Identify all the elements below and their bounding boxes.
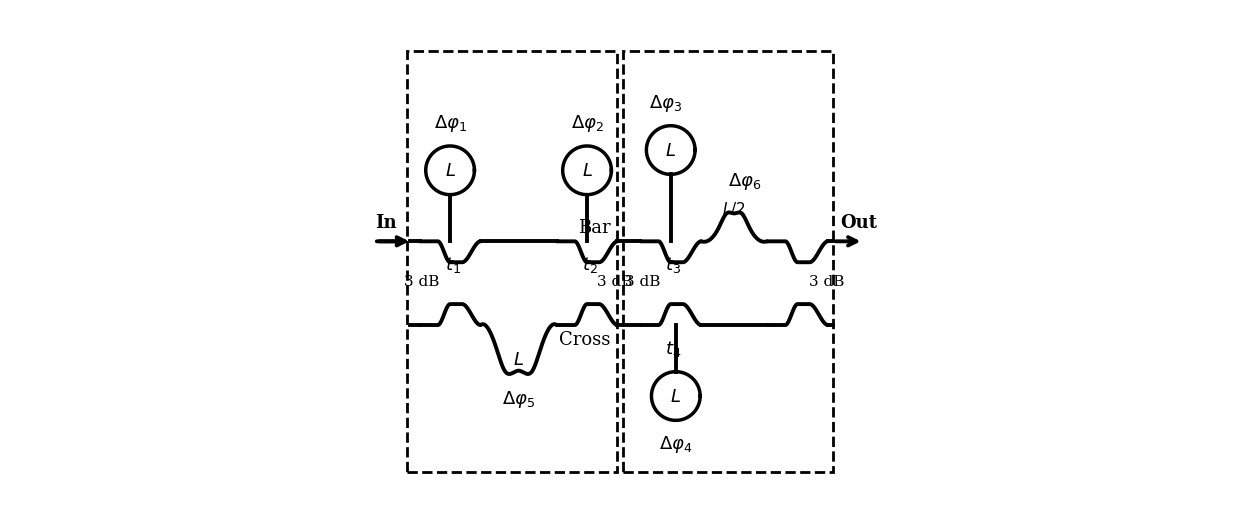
Text: In: In	[376, 214, 397, 232]
Text: Bar: Bar	[578, 219, 611, 237]
Text: $t_3$: $t_3$	[665, 254, 681, 274]
Text: $L/2$: $L/2$	[723, 200, 745, 216]
Text: $L$: $L$	[665, 142, 676, 160]
Text: Out: Out	[841, 214, 878, 232]
Text: 3 dB: 3 dB	[598, 274, 632, 288]
Text: $t_4$: $t_4$	[665, 338, 682, 358]
Text: Cross: Cross	[559, 330, 611, 348]
Text: $\Delta\varphi_2$: $\Delta\varphi_2$	[570, 113, 604, 134]
Text: $\Delta\varphi_1$: $\Delta\varphi_1$	[434, 113, 466, 134]
Text: $L$: $L$	[445, 162, 455, 180]
Text: $L$: $L$	[671, 387, 681, 405]
Text: 3 dB: 3 dB	[404, 274, 440, 288]
Text: 3 dB: 3 dB	[625, 274, 661, 288]
Text: $\Delta\varphi_5$: $\Delta\varphi_5$	[502, 389, 536, 410]
Text: $t_1$: $t_1$	[445, 254, 460, 274]
Text: $\Delta\varphi_3$: $\Delta\varphi_3$	[649, 93, 682, 114]
Text: $\Delta\varphi_4$: $\Delta\varphi_4$	[660, 433, 692, 454]
Text: $t_2$: $t_2$	[582, 254, 598, 274]
Text: 3 dB: 3 dB	[810, 274, 844, 288]
Text: $\Delta\varphi_6$: $\Delta\varphi_6$	[728, 171, 761, 191]
Text: $L$: $L$	[582, 162, 593, 180]
Text: $L$: $L$	[513, 350, 525, 369]
